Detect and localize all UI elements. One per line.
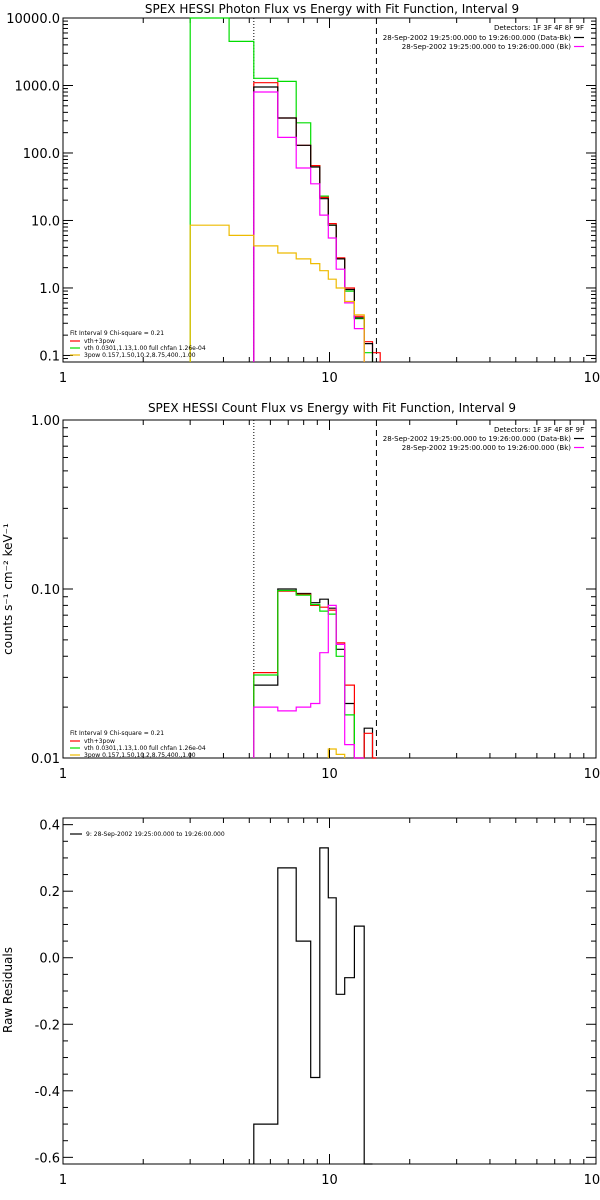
residuals-ytick-label: 0.4 <box>39 819 60 834</box>
residuals-ytick-label: 0.2 <box>39 885 60 900</box>
photon-flux-series-3 <box>253 86 374 362</box>
photon-flux-tick-layer: 1 10 100 0.1 1.0 10.0 100.0 1000.0 10000.0 <box>6 12 600 386</box>
residuals-ytick-label: -0.6 <box>35 1151 60 1166</box>
count-flux-header-line-2: 28-Sep-2002 19:25:00.000 to 19:26:00.000… <box>383 435 572 443</box>
count-flux-xtick-label: 100 <box>584 767 600 782</box>
count-flux-legend: Fit Interval 9 Chi-square = 0.21 vth+3po… <box>70 730 206 759</box>
residuals-xtick-label: 10 <box>321 1173 338 1188</box>
count-flux-header-line-1: Detectors: 1F 3F 4F 8F 9F <box>494 426 584 434</box>
photon-flux-panel: SPEX HESSI Photon Flux vs Energy with Fi… <box>6 2 600 386</box>
count-flux-title: SPEX HESSI Count Flux vs Energy with Fit… <box>148 401 516 415</box>
residuals-series-1 <box>253 847 373 1165</box>
count-flux-series-3 <box>253 589 365 759</box>
residuals-xtick-label: 100 <box>584 1173 600 1188</box>
photon-flux-ytick-label: 0.1 <box>39 349 60 364</box>
residuals-ytick-label: 0.0 <box>39 952 60 967</box>
photon-flux-series-4 <box>253 91 365 362</box>
photon-flux-legend-label-2: vth 0.0301,1.13,1.00 full chfan 1.26e-04 <box>84 345 206 352</box>
photon-flux-series-5 <box>189 224 365 362</box>
photon-flux-series-1 <box>189 17 374 362</box>
count-flux-legend-label-2: vth 0.0301,1.13,1.00 full chfan 1.26e-04 <box>84 745 206 752</box>
count-flux-xtick-label: 10 <box>321 767 338 782</box>
count-flux-xtick-label: 1 <box>59 767 67 782</box>
photon-flux-legend-title: Fit Interval 9 Chi-square = 0.21 <box>70 330 164 337</box>
count-flux-tick-layer: 1 10 100 0.01 0.10 1.00 <box>31 414 600 782</box>
count-flux-panel: SPEX HESSI Count Flux vs Energy with Fit… <box>1 401 600 782</box>
count-flux-header-line-3: 28-Sep-2002 19:25:00.000 to 19:26:00.000… <box>402 444 572 452</box>
count-flux-ytick-label: 0.01 <box>31 752 60 767</box>
residuals-ylabel: Raw Residuals <box>1 947 15 1033</box>
photon-flux-ytick-label: 100.0 <box>23 147 60 162</box>
photon-flux-ytick-label: 1000.0 <box>15 79 61 94</box>
count-flux-series-5 <box>327 748 346 758</box>
photon-flux-header-line-3: 28-Sep-2002 19:25:00.000 to 19:26:00.000… <box>402 43 572 51</box>
photon-flux-header-line-2: 28-Sep-2002 19:25:00.000 to 19:26:00.000… <box>383 34 572 42</box>
residuals-legend: 9: 28-Sep-2002 19:25:00.000 to 19:26:00.… <box>70 831 225 838</box>
count-flux-ytick-label: 1.00 <box>31 414 60 429</box>
count-flux-header: Detectors: 1F 3F 4F 8F 9F 28-Sep-2002 19… <box>383 426 584 452</box>
count-flux-series-1 <box>253 588 377 759</box>
count-flux-legend-title: Fit Interval 9 Chi-square = 0.21 <box>70 730 164 737</box>
count-flux-series-layer <box>253 588 377 759</box>
photon-flux-ytick-label: 10.0 <box>31 214 60 229</box>
count-flux-series-4 <box>253 604 365 759</box>
photon-flux-xtick-label: 1 <box>59 371 67 386</box>
count-flux-legend-label-3: 3pow 0.157,1.50,10.2,8.75,400.,1.00 <box>84 752 196 759</box>
count-flux-marker-lines <box>253 420 377 758</box>
photon-flux-legend: Fit Interval 9 Chi-square = 0.21 vth+3po… <box>70 330 206 359</box>
residuals-tick-layer: 1 10 100 -0.6 -0.4 -0.2 0.0 0.2 0.4 <box>35 818 600 1188</box>
residuals-legend-label: 9: 28-Sep-2002 19:25:00.000 to 19:26:00.… <box>86 831 225 838</box>
residuals-panel: Raw Residuals 1 10 100 -0.6 -0.4 -0.2 0.0 0.2 0.… <box>1 817 600 1188</box>
photon-flux-legend-label-1: vth+3pow <box>84 338 115 345</box>
residuals-ytick-label: -0.2 <box>35 1018 60 1033</box>
residuals-frame <box>62 817 597 1165</box>
photon-flux-marker-lines <box>253 18 377 362</box>
photon-flux-ytick-label: 10000.0 <box>6 12 60 27</box>
count-flux-legend-label-1: vth+3pow <box>84 738 115 745</box>
photon-flux-legend-label-3: 3pow 0.157,1.50,10.2,8.75,400.,1.00 <box>84 352 196 359</box>
photon-flux-title: SPEX HESSI Photon Flux vs Energy with Fi… <box>145 2 519 16</box>
residuals-ytick-label: -0.4 <box>35 1085 60 1100</box>
residuals-xtick-label: 1 <box>59 1173 67 1188</box>
photon-flux-header-line-1: Detectors: 1F 3F 4F 8F 9F <box>494 24 584 32</box>
count-flux-frame <box>62 419 597 759</box>
photon-flux-xtick-label: 10 <box>321 371 338 386</box>
photon-flux-frame <box>62 17 597 363</box>
photon-flux-ytick-label: 1.0 <box>39 282 60 297</box>
count-flux-ylabel: counts s⁻¹ cm⁻² keV⁻¹ <box>1 523 15 655</box>
photon-flux-series-2 <box>253 82 381 362</box>
photon-flux-xtick-label: 100 <box>584 371 600 386</box>
photon-flux-header: Detectors: 1F 3F 4F 8F 9F 28-Sep-2002 19… <box>383 24 584 51</box>
residuals-series-layer <box>253 847 373 1165</box>
photon-flux-series-layer <box>189 17 381 362</box>
count-flux-ytick-label: 0.10 <box>31 583 60 598</box>
